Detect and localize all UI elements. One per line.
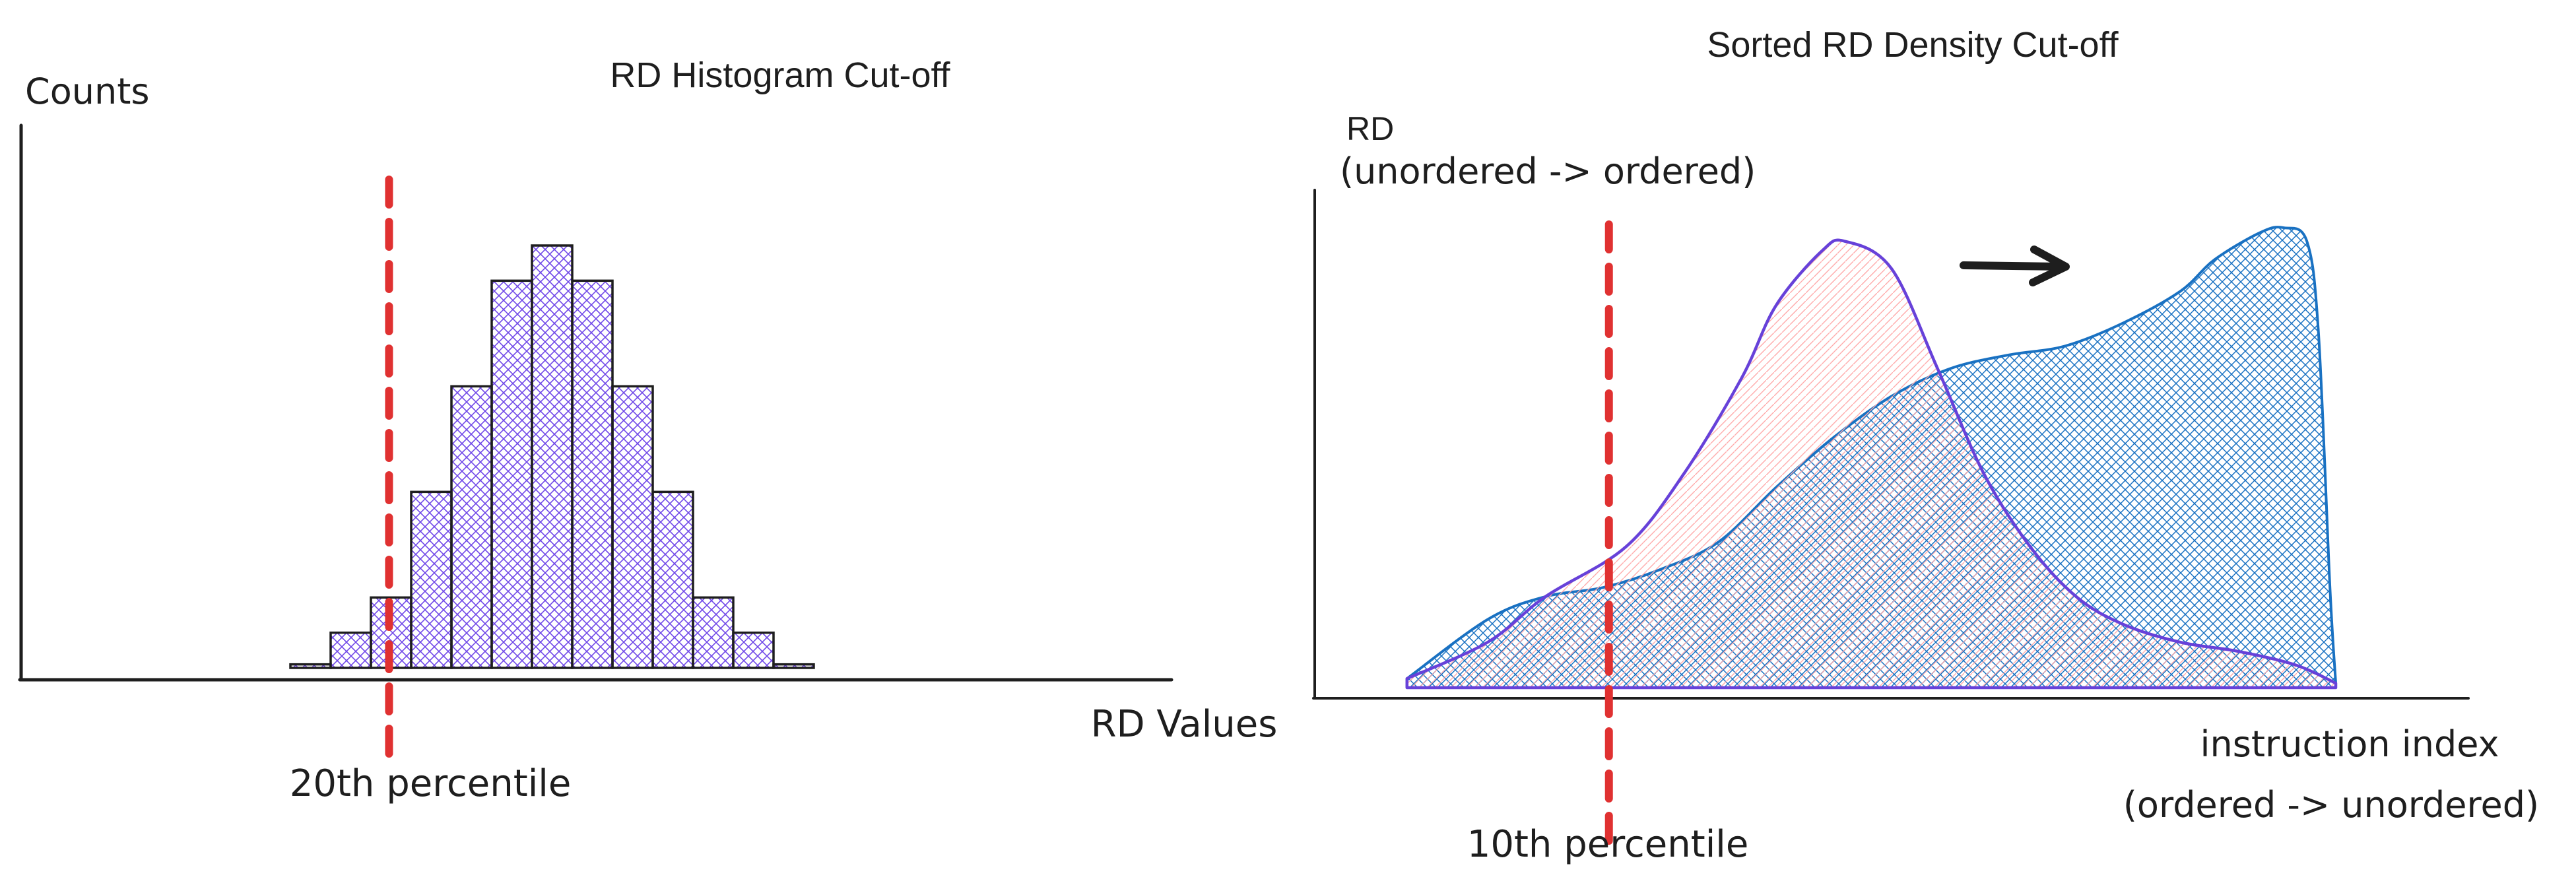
histogram-bar	[611, 385, 654, 669]
density-x-axis-sublabel: (ordered -> unordered)	[2123, 784, 2539, 826]
histogram-title: RD Histogram Cut-off	[610, 55, 950, 95]
density-x-axis-label: instruction index	[2200, 723, 2499, 765]
histogram-bar	[772, 663, 815, 669]
shift-arrow-icon	[1960, 246, 2070, 286]
histogram-bar	[490, 279, 533, 669]
histogram-bar	[571, 279, 614, 669]
density-cutoff-label: 10th percentile	[1467, 823, 1749, 866]
histogram-cutoff-label: 20th percentile	[290, 762, 572, 805]
histogram-chart: RD Histogram Cut-off Counts 20th percent…	[18, 55, 1278, 805]
histogram-bars	[289, 244, 815, 669]
density-y-axis-label: RD	[1346, 110, 1394, 147]
histogram-bar	[531, 244, 574, 669]
histogram-bar	[692, 596, 735, 669]
histogram-bar	[410, 490, 453, 669]
histogram-bar	[329, 631, 372, 669]
density-area-unordered	[1405, 238, 2338, 690]
histogram-bar	[450, 385, 493, 669]
density-title: Sorted RD Density Cut-off	[1707, 25, 2119, 65]
histogram-x-axis-label: RD Values	[1091, 703, 1278, 746]
histogram-bar	[732, 631, 775, 669]
histogram-bar	[289, 663, 332, 669]
histogram-bar	[651, 490, 694, 669]
density-y-axis-sublabel: (unordered -> ordered)	[1340, 150, 1756, 192]
histogram-y-axis-label: Counts	[25, 71, 150, 112]
density-chart: Sorted RD Density Cut-off RD (unordered …	[1312, 25, 2539, 866]
